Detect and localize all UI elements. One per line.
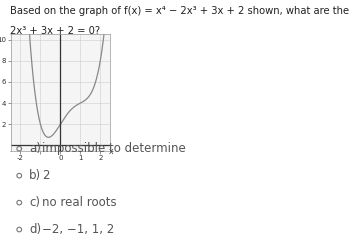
Text: 2x³ + 3x + 2 = 0?: 2x³ + 3x + 2 = 0?	[10, 26, 101, 36]
Text: c): c)	[29, 196, 40, 209]
Text: d): d)	[29, 223, 41, 236]
Text: −2, −1, 1, 2: −2, −1, 1, 2	[42, 223, 114, 236]
Text: x: x	[109, 147, 114, 156]
Text: no real roots: no real roots	[42, 196, 117, 209]
Text: a): a)	[29, 142, 41, 155]
Text: b): b)	[29, 169, 41, 182]
Text: impossible to determine: impossible to determine	[42, 142, 186, 155]
Text: 2: 2	[42, 169, 49, 182]
Text: Based on the graph of f(x) = x⁴ − 2x³ + 3x + 2 shown, what are the real roots of: Based on the graph of f(x) = x⁴ − 2x³ + …	[10, 6, 350, 16]
